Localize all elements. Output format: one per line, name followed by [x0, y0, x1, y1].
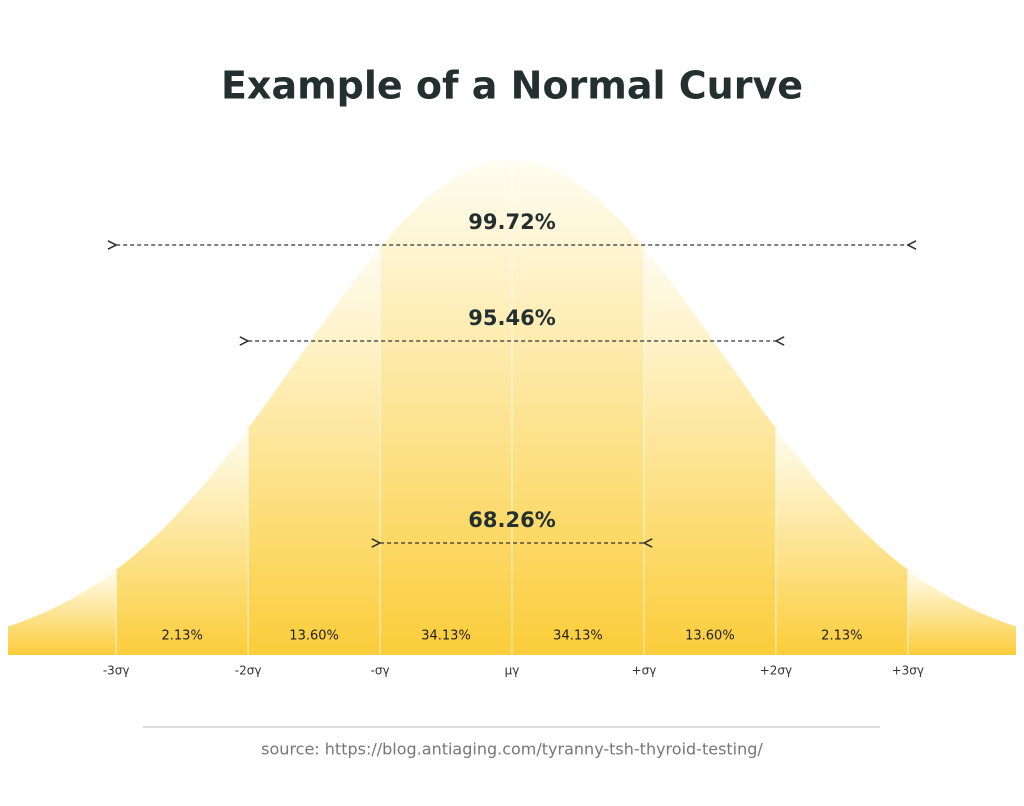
segment-label: 2.13% [162, 629, 203, 644]
segment-label: 34.13% [553, 629, 603, 644]
x-tick-label: +σγ [632, 664, 657, 678]
segment [512, 160, 644, 655]
range-label: 68.26% [468, 508, 555, 532]
x-tick-label: -σγ [371, 664, 390, 678]
x-tick-label: μγ [505, 664, 520, 678]
segment-label: 13.60% [685, 629, 735, 644]
segment [643, 247, 776, 655]
x-tick-label: -2σγ [235, 664, 262, 678]
segment [248, 247, 381, 655]
segment [775, 428, 908, 655]
curve-tail [8, 569, 117, 655]
chart-title: Example of a Normal Curve [221, 64, 803, 108]
segment-label: 13.60% [289, 629, 339, 644]
x-tick-label: -3σγ [103, 664, 130, 678]
source: source: https://blog.antiaging.com/tyran… [261, 740, 763, 759]
segment [116, 428, 249, 655]
x-tick-label: +2σγ [760, 664, 792, 678]
segment-label: 34.13% [421, 629, 471, 644]
segment [380, 160, 512, 655]
segment-label: 2.13% [821, 629, 862, 644]
x-tick-label: +3σγ [892, 664, 924, 678]
range-label: 99.72% [468, 210, 555, 234]
range-label: 95.46% [468, 306, 555, 330]
curve-tail [907, 569, 1016, 655]
